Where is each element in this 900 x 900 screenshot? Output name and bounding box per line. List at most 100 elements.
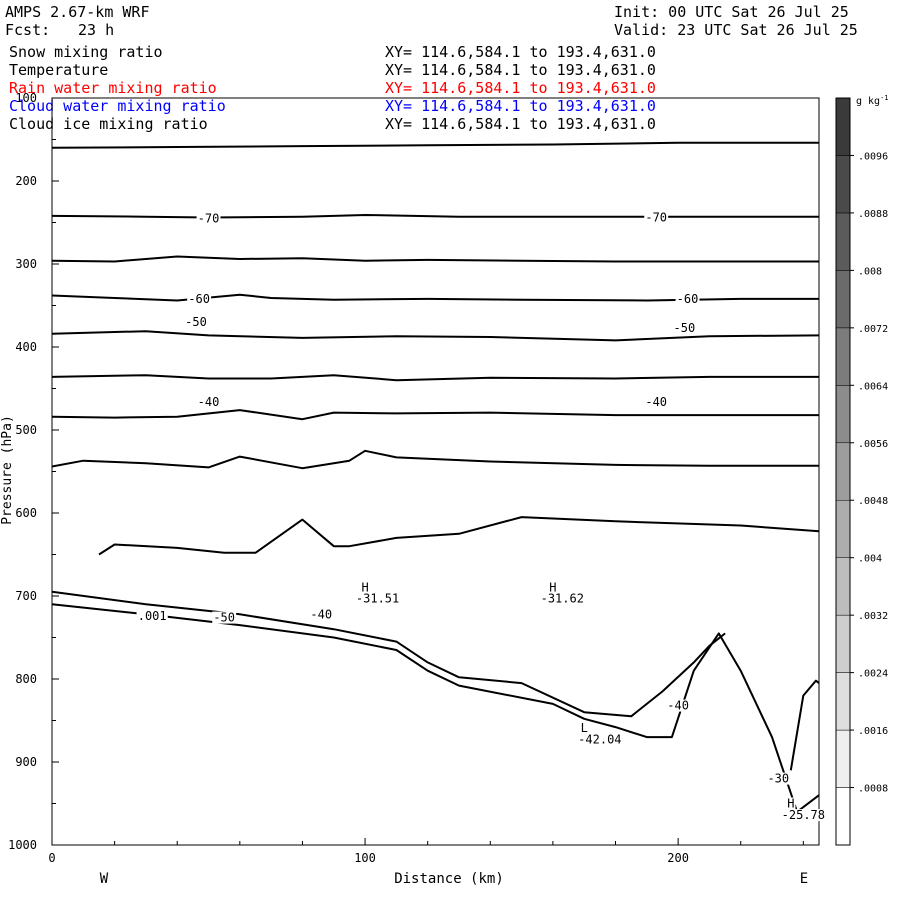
- field-name-cloud-water: Cloud water mixing ratio: [9, 97, 226, 115]
- annotation-bg: [184, 316, 208, 329]
- annotation-bg: [579, 721, 589, 734]
- y-axis-label: Pressure (hPa): [0, 415, 15, 525]
- annotation-bg: [644, 211, 669, 224]
- contour-annotation: H: [361, 581, 368, 595]
- annotation-bg: [548, 581, 558, 594]
- colorbar-tick-label: .0056: [858, 439, 888, 450]
- contour-annotation: .001: [138, 609, 167, 623]
- colorbar-bin: [835, 385, 851, 444]
- contour-annotation: -70: [198, 211, 220, 225]
- contour-annotation: -50: [213, 611, 235, 625]
- field-xy-temperature: XY= 114.6,584.1 to 193.4,631.0: [385, 61, 656, 79]
- field-xy-rain: XY= 114.6,584.1 to 193.4,631.0: [385, 79, 656, 97]
- colorbar-unit-exp: -1: [880, 94, 888, 102]
- y-tick-label: 200: [15, 174, 37, 188]
- colorbar-bin: [835, 614, 851, 673]
- x-tick-label: 100: [354, 851, 376, 865]
- contour-annotation: -31.62: [541, 591, 584, 605]
- colorbar-frame: [835, 97, 851, 846]
- annotation-bg: [675, 292, 700, 305]
- forecast-label: Fcst:: [5, 21, 51, 39]
- colorbar-tick-label: .0064: [858, 381, 888, 392]
- contour-annotation: -40: [310, 607, 332, 621]
- x-tick-label: 0: [48, 851, 55, 865]
- contour-annotations: -70 -70-60 -60-50 -50-40 -40H-31.51H-31.62.0…: [136, 211, 827, 822]
- colorbar-bin: [835, 212, 851, 271]
- colorbar-tick-label: .0016: [858, 726, 888, 737]
- contour-annotation: -40: [198, 395, 220, 409]
- colorbar-tick-label: .0088: [858, 209, 888, 220]
- y-tick-label: 400: [15, 340, 37, 354]
- y-tick-label: 600: [15, 506, 37, 520]
- field-name-snow: Snow mixing ratio: [9, 43, 163, 61]
- contour-annotation: -70: [645, 211, 667, 225]
- contour-8: [98, 516, 820, 556]
- colorbar-tick-label: .004: [858, 554, 882, 565]
- field-xy-cloud-ice: XY= 114.6,584.1 to 193.4,631.0: [385, 115, 656, 133]
- init-time: Init: 00 UTC Sat 26 Jul 25: [614, 3, 849, 21]
- annotation-bg: [187, 292, 212, 305]
- annotation-bg: [212, 611, 237, 624]
- annotation-bg: [196, 212, 221, 225]
- contour-0: [51, 141, 819, 149]
- annotation-bg: [354, 592, 401, 605]
- annotation-bg: [576, 733, 623, 746]
- annotation-bg: [360, 581, 370, 594]
- y-tick-label: 800: [15, 672, 37, 686]
- direction-west: W: [100, 871, 109, 887]
- y-tick-label: 500: [15, 423, 37, 437]
- contour-11: [51, 590, 726, 718]
- colorbar-tick-label: .0008: [858, 784, 888, 795]
- annotation-bg: [672, 321, 697, 334]
- colorbar-tick-label: .008: [858, 266, 882, 277]
- contour-annotation: -40: [667, 699, 689, 713]
- colorbar-tick-label: .0048: [858, 496, 888, 507]
- colorbar-bin: [835, 557, 851, 616]
- contour-annotation: -30: [767, 772, 789, 786]
- annotation-bg: [644, 395, 669, 408]
- contour-annotation: H: [549, 581, 556, 595]
- valid-time: Valid: 23 UTC Sat 26 Jul 25: [614, 21, 858, 39]
- field-name-cloud-ice: Cloud ice mixing ratio: [9, 115, 208, 133]
- y-axis-ticks: 100 200 300 400 500 600 700 800 900 1000: [8, 91, 59, 852]
- colorbar-bin: [835, 442, 851, 501]
- annotation-bg: [136, 609, 168, 622]
- annotation-bg: [780, 809, 827, 822]
- contour-10: [51, 603, 820, 813]
- colorbar-bin: [835, 97, 851, 156]
- contour-annotation: -50: [674, 321, 696, 335]
- contour-5: [51, 374, 819, 382]
- colorbar-tick-label: .0072: [858, 324, 888, 335]
- field-xy-snow: XY= 114.6,584.1 to 193.4,631.0: [385, 43, 656, 61]
- x-axis-ticks: 0 100 200: [48, 838, 804, 865]
- colorbar-unit: g kg-1: [856, 94, 889, 107]
- colorbar-bin: [835, 729, 851, 788]
- contour-annotation: -60: [677, 292, 699, 306]
- contour-6: [51, 409, 819, 421]
- contour-annotation: -40: [645, 395, 667, 409]
- plot-frame: [51, 97, 820, 846]
- contour-annotation: -31.51: [356, 591, 399, 605]
- forecast-hours: 23 h: [78, 21, 115, 39]
- field-name-rain: Rain water mixing ratio: [9, 79, 217, 97]
- contour-1: [51, 214, 819, 219]
- annotation-bg: [309, 608, 334, 621]
- colorbar-bin: [835, 327, 851, 386]
- colorbar-tick-label: .0032: [858, 611, 888, 622]
- colorbar-bin: [835, 499, 851, 558]
- colorbar-unit-base: g kg: [856, 96, 880, 107]
- direction-east: E: [800, 871, 808, 887]
- model-title: AMPS 2.67-km WRF: [5, 3, 150, 21]
- x-axis-label: Distance (km): [394, 871, 504, 887]
- colorbar: .0008 .0016 .0024 .0032 .004 .0048 .0056 .0064.…: [835, 97, 888, 846]
- colorbar-tick-label: .0096: [858, 151, 888, 162]
- annotation-bg: [766, 772, 791, 785]
- contour-annotation: -50: [185, 315, 207, 329]
- contour-7: [51, 449, 819, 470]
- field-name-temperature: Temperature: [9, 61, 109, 79]
- colorbar-bin: [835, 270, 851, 329]
- contour-annotation: -42.04: [578, 733, 621, 747]
- annotation-bg: [539, 592, 586, 605]
